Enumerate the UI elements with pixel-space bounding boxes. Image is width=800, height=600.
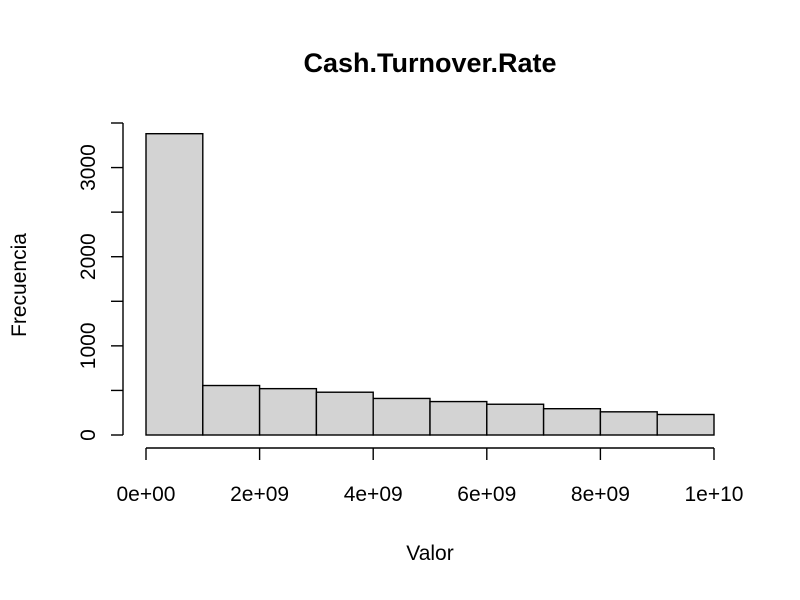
histogram-bar xyxy=(429,400,488,436)
x-tick-label: 4e+09 xyxy=(344,483,403,506)
x-axis: 0e+00 2e+09 4e+09 6e+09 8e+09 1e+10 xyxy=(117,447,744,506)
x-tick-label: 1e+10 xyxy=(685,483,744,506)
histogram-bar xyxy=(486,403,545,436)
histogram-bar xyxy=(599,411,658,436)
y-axis-label: Frecuencia xyxy=(8,233,31,337)
histogram-bar xyxy=(372,397,431,436)
y-tick-label: 1000 xyxy=(77,322,100,369)
histogram-bar xyxy=(258,387,318,436)
histogram-bar xyxy=(145,132,204,436)
chart-title: Cash.Turnover.Rate xyxy=(303,48,556,78)
histogram-bar xyxy=(656,413,715,436)
x-tick-label: 8e+09 xyxy=(571,483,630,506)
y-axis: 0 1000 2000 3000 xyxy=(77,122,124,441)
y-tick-label: 2000 xyxy=(77,233,100,280)
bars-group xyxy=(145,132,715,436)
x-axis-label: Valor xyxy=(406,542,453,565)
histogram-bar xyxy=(542,408,602,436)
histogram-bar xyxy=(315,391,374,436)
x-tick-label: 2e+09 xyxy=(230,483,289,506)
x-tick-label: 6e+09 xyxy=(457,483,516,506)
y-tick-label: 3000 xyxy=(77,144,100,191)
histogram-bar xyxy=(202,384,261,436)
x-tick-label: 0e+00 xyxy=(117,483,176,506)
y-tick-label: 0 xyxy=(77,429,100,441)
